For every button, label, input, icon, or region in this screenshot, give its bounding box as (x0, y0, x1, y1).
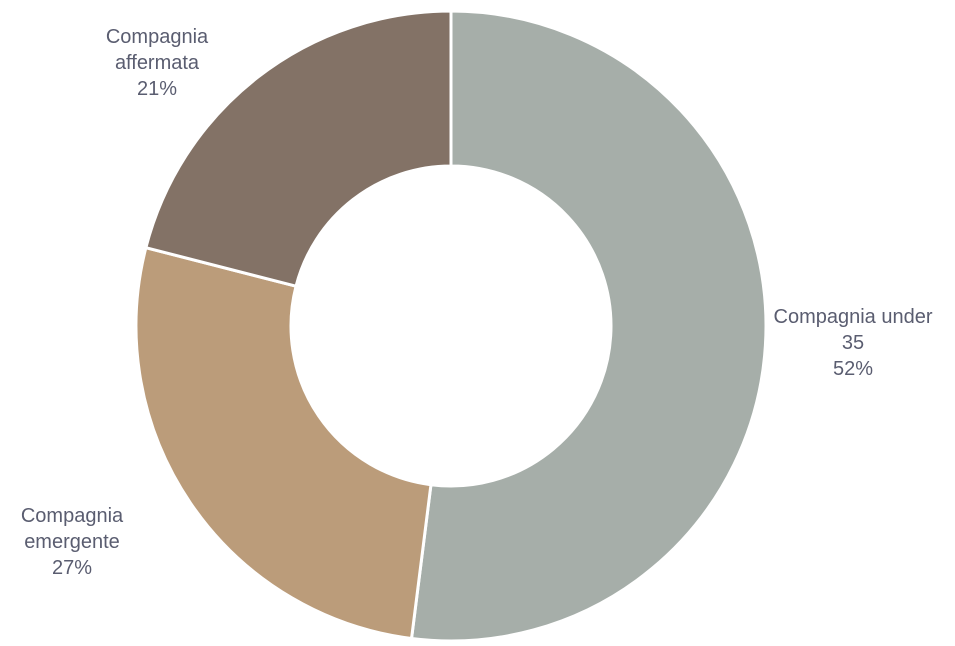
slice-label-3: Compagnia affermata 21% (106, 26, 209, 100)
slice-1 (410, 9, 768, 643)
slices-group (134, 9, 768, 643)
slice-name-line: Compagnia (21, 505, 124, 527)
slice-percent-label: 52% (833, 358, 873, 380)
slice-name-line: affermata (115, 52, 200, 74)
slice-name-line: Compagnia (106, 26, 209, 48)
slice-name-line: emergente (24, 531, 120, 553)
slice-label-1: Compagnia under 35 52% (774, 306, 933, 380)
slice-name-line: Compagnia under (774, 306, 933, 328)
slice-name-line: 35 (842, 332, 864, 354)
slice-percent-label: 21% (137, 78, 177, 100)
slice-2 (134, 246, 433, 641)
labels-group: Compagnia under 35 52% Compagnia emergente 27… (21, 26, 933, 579)
slice-label-2: Compagnia emergente 27% (21, 505, 124, 579)
slice-percent-label: 27% (52, 557, 92, 579)
slice-3 (144, 9, 453, 288)
